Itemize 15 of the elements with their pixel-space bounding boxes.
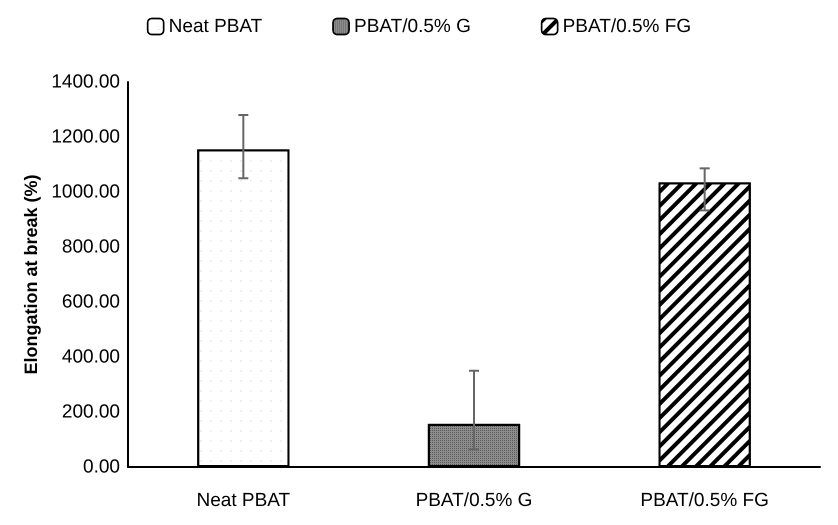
legend-label: PBAT/0.5% G bbox=[354, 16, 471, 37]
y-tick-label: 200.00 bbox=[62, 402, 120, 422]
x-tick-label: PBAT/0.5% G bbox=[416, 490, 532, 511]
legend-label: PBAT/0.5% FG bbox=[562, 16, 692, 37]
y-tick-label: 800.00 bbox=[62, 236, 120, 258]
legend-label: Neat PBAT bbox=[168, 16, 263, 37]
y-tick-label: 1000.00 bbox=[51, 182, 120, 202]
y-tick-label: 1400.00 bbox=[51, 72, 120, 92]
y-tick-label: 1200.00 bbox=[51, 126, 120, 148]
y-tick-label: 400.00 bbox=[62, 346, 120, 368]
x-tick-label: PBAT/0.5% FG bbox=[640, 490, 769, 511]
y-tick-label: 600.00 bbox=[62, 292, 120, 312]
y-axis-title: Elongation at break (%) bbox=[21, 174, 41, 375]
x-tick-label: Neat PBAT bbox=[196, 490, 291, 511]
y-tick-label: 0.00 bbox=[83, 456, 120, 478]
